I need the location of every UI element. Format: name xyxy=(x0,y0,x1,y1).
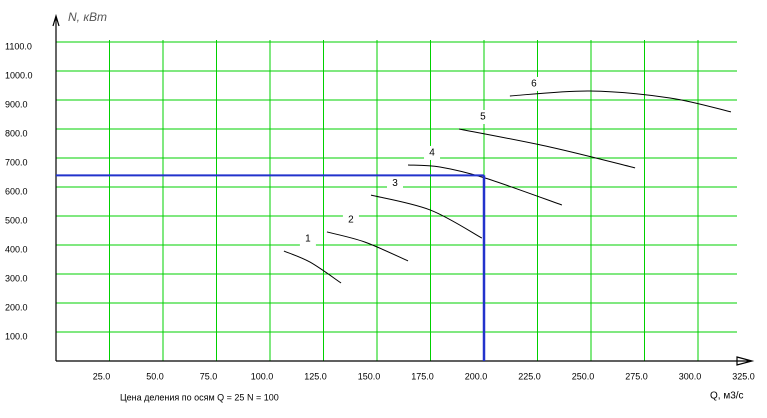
y-tick-label: 1000.0 xyxy=(5,70,33,80)
y-tick-label: 300.0 xyxy=(5,273,28,283)
x-tick-label: 150.0 xyxy=(358,371,381,381)
x-tick-label: 100.0 xyxy=(251,371,274,381)
curve xyxy=(509,90,732,113)
series-label: 4 xyxy=(429,148,435,159)
y-tick-label: 1100.0 xyxy=(5,41,32,51)
x-tick-label: 275.0 xyxy=(625,371,648,381)
x-tick-label: 250.0 xyxy=(572,371,595,381)
y-tick-label: 400.0 xyxy=(5,244,28,254)
y-tick-label: 200.0 xyxy=(5,302,28,312)
x-axis xyxy=(56,356,755,366)
curve xyxy=(458,128,636,169)
x-tick-label: 125.0 xyxy=(304,371,327,381)
y-tick-label: 700.0 xyxy=(5,157,28,167)
x-tick-label: 200.0 xyxy=(465,371,488,381)
y-axis xyxy=(52,13,60,361)
y-tick-label: 800.0 xyxy=(5,128,28,138)
y-tick-label: 500.0 xyxy=(5,215,28,225)
series-label-bg xyxy=(387,176,404,191)
y-tick-label: 600.0 xyxy=(5,186,28,196)
series-label-bg xyxy=(299,232,316,247)
curve xyxy=(370,194,483,239)
x-axis-label: Q, м3/с xyxy=(710,391,744,402)
x-tick-label: 175.0 xyxy=(411,371,434,381)
y-tick-label: 900.0 xyxy=(5,99,28,109)
curve xyxy=(407,164,563,206)
footnote: Цена деления по осям Q = 25 N = 100 xyxy=(120,392,279,402)
series-label: 1 xyxy=(305,234,311,245)
series-label-bg xyxy=(474,110,491,124)
x-tick-label: 25.0 xyxy=(93,371,111,381)
series-label: 5 xyxy=(480,112,486,123)
x-tick-label: 325.0 xyxy=(732,371,755,381)
x-tick-label: 75.0 xyxy=(200,371,218,381)
series-label: 6 xyxy=(531,79,537,90)
curve xyxy=(283,250,342,284)
x-tick-label: 50.0 xyxy=(146,371,164,381)
x-tick-label: 225.0 xyxy=(518,371,541,381)
series-label-bg xyxy=(424,145,441,160)
series-label: 2 xyxy=(348,215,354,226)
x-tick-label: 300.0 xyxy=(679,371,702,381)
series-label-bg xyxy=(525,76,542,91)
curve xyxy=(326,231,409,262)
series-label-bg xyxy=(342,212,359,227)
y-axis-label: N, кВт xyxy=(68,10,107,24)
series-label: 3 xyxy=(392,178,398,189)
y-tick-label: 100.0 xyxy=(5,331,28,341)
